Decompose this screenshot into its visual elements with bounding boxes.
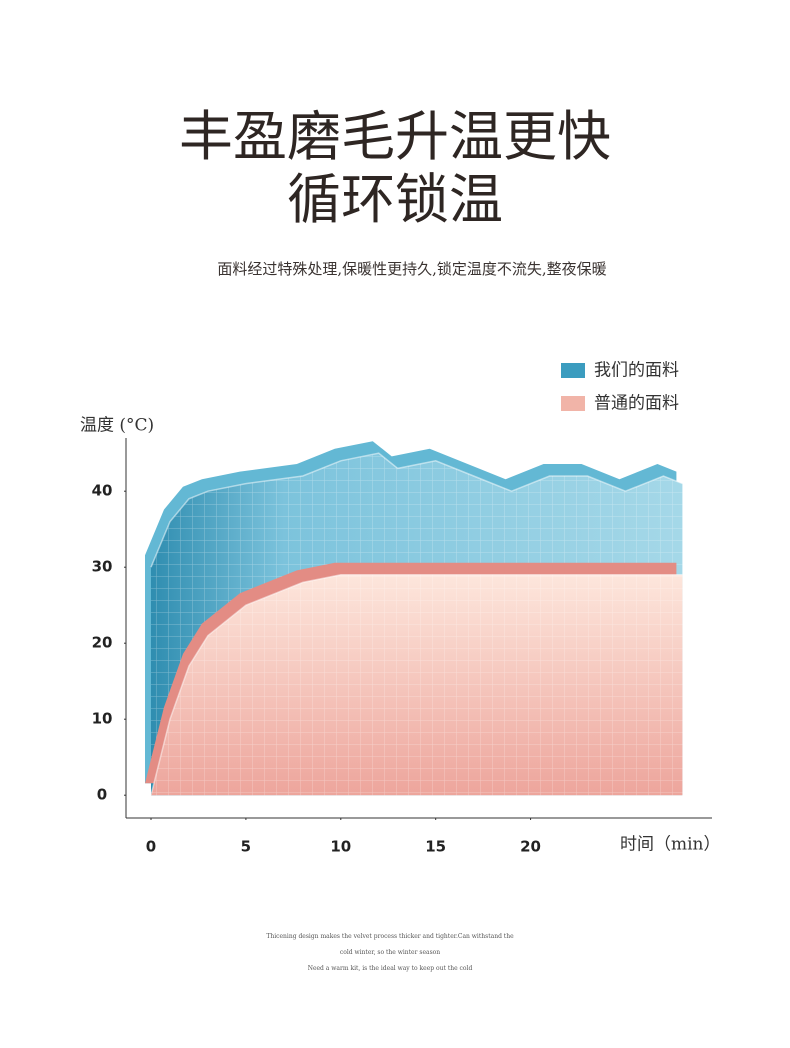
subtitle: 面料经过特殊处理,保暖性更持久,锁定温度不流失,整夜保暖 bbox=[217, 260, 606, 278]
chart: 温度 (°C) 时间（min） 0 10 20 30 40 0 5 10 15 20 我们的面料普通的面… bbox=[80, 361, 721, 856]
y-tick-label: 40 bbox=[92, 482, 113, 500]
x-tick-label: 20 bbox=[520, 838, 541, 856]
x-tick-label: 15 bbox=[425, 838, 446, 856]
y-tick-label: 30 bbox=[92, 558, 113, 576]
x-axis-label: 时间（min） bbox=[620, 835, 721, 855]
y-tick-label: 20 bbox=[92, 634, 113, 652]
title: 循环锁温 bbox=[287, 168, 503, 231]
title: 丰盈磨毛升温更快 bbox=[179, 105, 611, 168]
legend-swatch bbox=[561, 363, 585, 378]
x-tick-label: 5 bbox=[241, 838, 251, 856]
y-tick-label: 0 bbox=[97, 786, 107, 804]
y-tick-label: 10 bbox=[92, 710, 113, 728]
legend-label: 我们的面料 bbox=[594, 361, 679, 381]
y-axis-label: 温度 (°C) bbox=[80, 416, 154, 436]
footer: Thicening design makes the velvet proces… bbox=[266, 933, 514, 940]
area-edge bbox=[150, 574, 683, 796]
x-tick-label: 10 bbox=[330, 838, 351, 856]
x-tick-label: 0 bbox=[146, 838, 156, 856]
legend-label: 普通的面料 bbox=[594, 394, 679, 414]
grid-pattern bbox=[151, 574, 683, 796]
footer: Need a warm kit, is the ideal way to kee… bbox=[308, 965, 473, 972]
area-edge bbox=[150, 452, 683, 568]
legend-swatch bbox=[561, 396, 585, 411]
footer: cold winter, so the winter season bbox=[340, 949, 440, 956]
